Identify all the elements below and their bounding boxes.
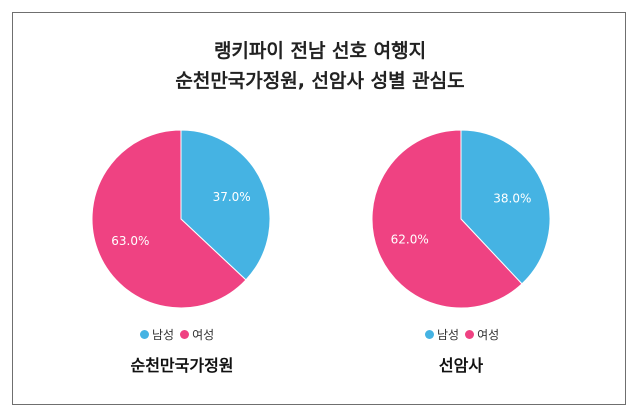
pie-caption-1: 순천만국가정원 <box>130 356 234 375</box>
title-line-1: 랭키파이 전남 선호 여행지 <box>213 40 427 62</box>
legend-swatch-male <box>425 330 434 339</box>
legend-1: 남성 여성 <box>140 326 220 343</box>
pie-1-label-male: 37.0% <box>213 190 251 204</box>
legend-entry-male: 남성 <box>425 326 459 343</box>
legend-label-male: 남성 <box>152 328 175 342</box>
title-line-2: 순천만국가정원, 선암사 성별 관심도 <box>175 70 465 92</box>
legend-swatch-female <box>180 330 190 339</box>
pie-2-slice-male <box>460 129 551 285</box>
legend-label-female: 여성 <box>477 328 500 342</box>
pie-caption-2: 선암사 <box>438 356 484 375</box>
legend-swatch-female <box>465 330 475 339</box>
legend-swatch-male <box>140 330 149 339</box>
legend-label-female: 여성 <box>192 328 215 342</box>
legend-label-male: 남성 <box>437 328 460 342</box>
legend-2: 남성 여성 <box>425 326 505 343</box>
pie-2-label-male: 38.0% <box>493 192 531 206</box>
legend-entry-female: 여성 <box>180 326 214 343</box>
pie-2-slice-female <box>371 129 523 309</box>
chart-title: 랭키파이 전남 선호 여행지 순천만국가정원, 선암사 성별 관심도 <box>0 36 640 96</box>
legend-entry-female: 여성 <box>465 326 499 343</box>
legend-entry-male: 남성 <box>140 326 174 343</box>
pie-1-slice-female <box>91 129 247 309</box>
pie-2-label-female: 62.0% <box>391 232 429 246</box>
pie-1-slice-male <box>180 129 271 281</box>
pie-1-label-female: 63.0% <box>111 234 149 248</box>
